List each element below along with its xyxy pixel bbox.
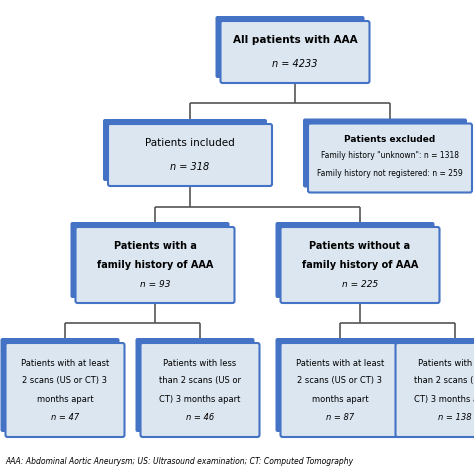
- FancyBboxPatch shape: [391, 338, 474, 432]
- FancyBboxPatch shape: [308, 124, 472, 192]
- Text: family history of AAA: family history of AAA: [302, 260, 418, 270]
- Text: than 2 scans (US or: than 2 scans (US or: [159, 376, 241, 385]
- Text: than 2 scans (US or: than 2 scans (US or: [414, 376, 474, 385]
- Text: CT) 3 months apart: CT) 3 months apart: [159, 394, 241, 403]
- Text: n = 318: n = 318: [170, 162, 210, 172]
- FancyBboxPatch shape: [281, 227, 439, 303]
- Text: n = 87: n = 87: [326, 412, 354, 421]
- FancyBboxPatch shape: [136, 338, 255, 432]
- FancyBboxPatch shape: [103, 119, 267, 181]
- Text: Patients with a: Patients with a: [114, 241, 196, 251]
- FancyBboxPatch shape: [281, 343, 400, 437]
- Text: 2 scans (US or CT) 3: 2 scans (US or CT) 3: [22, 376, 108, 385]
- FancyBboxPatch shape: [303, 118, 467, 188]
- FancyBboxPatch shape: [220, 21, 370, 83]
- Text: n = 46: n = 46: [186, 412, 214, 421]
- FancyBboxPatch shape: [275, 338, 394, 432]
- Text: AAA: Abdominal Aortic Aneurysm; US: Ultrasound examination; CT: Computed Tomogra: AAA: Abdominal Aortic Aneurysm; US: Ultr…: [5, 457, 353, 466]
- Text: n = 225: n = 225: [342, 280, 378, 289]
- Text: Patients with less: Patients with less: [419, 358, 474, 367]
- Text: CT) 3 months apart: CT) 3 months apart: [414, 394, 474, 403]
- Text: All patients with AAA: All patients with AAA: [233, 36, 357, 46]
- FancyBboxPatch shape: [140, 343, 259, 437]
- FancyBboxPatch shape: [216, 16, 365, 78]
- Text: n = 93: n = 93: [140, 280, 170, 289]
- Text: Patients with at least: Patients with at least: [21, 358, 109, 367]
- FancyBboxPatch shape: [6, 343, 125, 437]
- Text: months apart: months apart: [312, 394, 368, 403]
- Text: Family history "unknown": n = 1318: Family history "unknown": n = 1318: [321, 152, 459, 161]
- Text: family history of AAA: family history of AAA: [97, 260, 213, 270]
- Text: n = 138: n = 138: [438, 412, 472, 421]
- Text: Patients excluded: Patients excluded: [345, 136, 436, 145]
- Text: Patients without a: Patients without a: [310, 241, 410, 251]
- Text: Family history not registered: n = 259: Family history not registered: n = 259: [317, 168, 463, 177]
- Text: Patients with at least: Patients with at least: [296, 358, 384, 367]
- Text: 2 scans (US or CT) 3: 2 scans (US or CT) 3: [298, 376, 383, 385]
- Text: n = 47: n = 47: [51, 412, 79, 421]
- Text: n = 4233: n = 4233: [272, 59, 318, 69]
- Text: Patients with less: Patients with less: [164, 358, 237, 367]
- Text: months apart: months apart: [36, 394, 93, 403]
- Text: Patients included: Patients included: [145, 138, 235, 148]
- FancyBboxPatch shape: [108, 124, 272, 186]
- FancyBboxPatch shape: [395, 343, 474, 437]
- FancyBboxPatch shape: [71, 222, 229, 298]
- FancyBboxPatch shape: [75, 227, 235, 303]
- FancyBboxPatch shape: [0, 338, 119, 432]
- FancyBboxPatch shape: [275, 222, 435, 298]
